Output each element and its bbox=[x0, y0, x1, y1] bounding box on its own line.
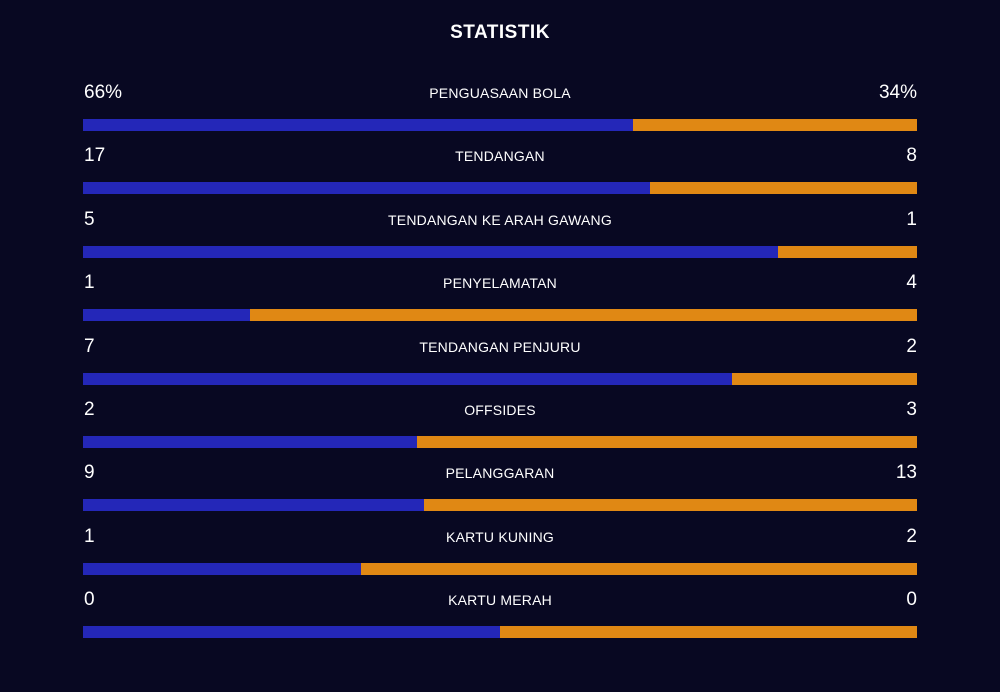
away-bar-segment bbox=[633, 119, 917, 131]
stat-label: PELANGGARAN bbox=[445, 465, 555, 482]
stat-header: 1 KARTU KUNING 2 bbox=[83, 524, 917, 552]
stat-header: 9 PELANGGARAN 13 bbox=[83, 460, 917, 488]
stat-label: OFFSIDES bbox=[464, 401, 536, 418]
page-title: STATISTIK bbox=[450, 22, 550, 43]
stat-row: 9 PELANGGARAN 13 bbox=[83, 460, 917, 523]
comparison-bar bbox=[83, 435, 917, 448]
home-value: 9 bbox=[84, 462, 95, 484]
comparison-bar bbox=[83, 119, 917, 131]
away-value: 1 bbox=[906, 208, 917, 230]
away-bar-segment bbox=[500, 626, 917, 639]
away-value: 2 bbox=[906, 335, 917, 357]
comparison-bar bbox=[83, 372, 917, 385]
home-value: 1 bbox=[84, 272, 95, 294]
away-bar-segment bbox=[424, 499, 917, 512]
stat-row: 7 TENDANGAN PENJURU 2 bbox=[83, 334, 917, 397]
stat-row: 17 TENDANGAN 8 bbox=[83, 143, 917, 206]
home-bar-segment bbox=[83, 372, 732, 385]
home-value: 66% bbox=[84, 82, 123, 103]
home-value: 1 bbox=[84, 525, 95, 547]
home-value: 7 bbox=[84, 335, 95, 357]
comparison-bar bbox=[83, 499, 917, 512]
comparison-bar bbox=[83, 626, 917, 639]
stat-row: 2 OFFSIDES 3 bbox=[83, 397, 917, 460]
home-value: 0 bbox=[84, 589, 95, 611]
away-value: 2 bbox=[906, 525, 917, 547]
stat-header: 2 OFFSIDES 3 bbox=[83, 397, 917, 425]
stat-label: KARTU KUNING bbox=[446, 528, 554, 545]
home-bar-segment bbox=[83, 562, 361, 575]
away-bar-segment bbox=[249, 309, 917, 322]
home-bar-segment bbox=[83, 245, 778, 258]
stat-header: 7 TENDANGAN PENJURU 2 bbox=[83, 334, 917, 362]
comparison-bar bbox=[83, 309, 917, 322]
away-value: 13 bbox=[895, 462, 917, 484]
home-value: 5 bbox=[84, 208, 95, 230]
comparison-bar bbox=[83, 562, 917, 575]
stat-header: 66% PENGUASAAN BOLA 34% bbox=[83, 80, 917, 108]
home-bar-segment bbox=[83, 182, 651, 195]
home-value: 17 bbox=[84, 145, 106, 167]
stat-header: 0 KARTU MERAH 0 bbox=[83, 587, 917, 615]
away-value: 8 bbox=[906, 145, 917, 167]
away-bar-segment bbox=[650, 182, 917, 195]
stat-label: TENDANGAN bbox=[455, 148, 545, 165]
stat-header: 17 TENDANGAN 8 bbox=[83, 143, 917, 171]
home-bar-segment bbox=[83, 309, 250, 322]
stat-row: 66% PENGUASAAN BOLA 34% bbox=[83, 80, 917, 143]
stat-label: TENDANGAN PENJURU bbox=[419, 338, 581, 355]
away-value: 4 bbox=[906, 272, 917, 294]
stat-label: KARTU MERAH bbox=[448, 592, 552, 609]
away-value: 0 bbox=[906, 589, 917, 611]
stat-header: 1 PENYELAMATAN 4 bbox=[83, 270, 917, 298]
home-bar-segment bbox=[83, 435, 417, 448]
away-bar-segment bbox=[731, 372, 917, 385]
stat-label: TENDANGAN KE ARAH GAWANG bbox=[388, 211, 612, 228]
away-value: 3 bbox=[906, 398, 917, 420]
comparison-bar bbox=[83, 245, 917, 258]
away-value: 34% bbox=[878, 82, 917, 103]
home-bar-segment bbox=[83, 499, 425, 512]
comparison-bar bbox=[83, 182, 917, 195]
stats-list: 66% PENGUASAAN BOLA 34% 17 TENDANGAN 8 5 TENDAN… bbox=[83, 80, 917, 651]
away-bar-segment bbox=[777, 245, 917, 258]
stat-row: 1 KARTU KUNING 2 bbox=[83, 524, 917, 587]
home-bar-segment bbox=[83, 626, 500, 639]
away-bar-segment bbox=[416, 435, 917, 448]
stat-row: 1 PENYELAMATAN 4 bbox=[83, 270, 917, 333]
stat-label: PENYELAMATAN bbox=[443, 275, 557, 292]
stat-label: PENGUASAAN BOLA bbox=[429, 85, 571, 101]
stat-row: 5 TENDANGAN KE ARAH GAWANG 1 bbox=[83, 207, 917, 270]
stat-header: 5 TENDANGAN KE ARAH GAWANG 1 bbox=[83, 207, 917, 235]
stat-row: 0 KARTU MERAH 0 bbox=[83, 587, 917, 650]
home-bar-segment bbox=[83, 119, 634, 131]
home-value: 2 bbox=[84, 398, 95, 420]
away-bar-segment bbox=[360, 562, 917, 575]
